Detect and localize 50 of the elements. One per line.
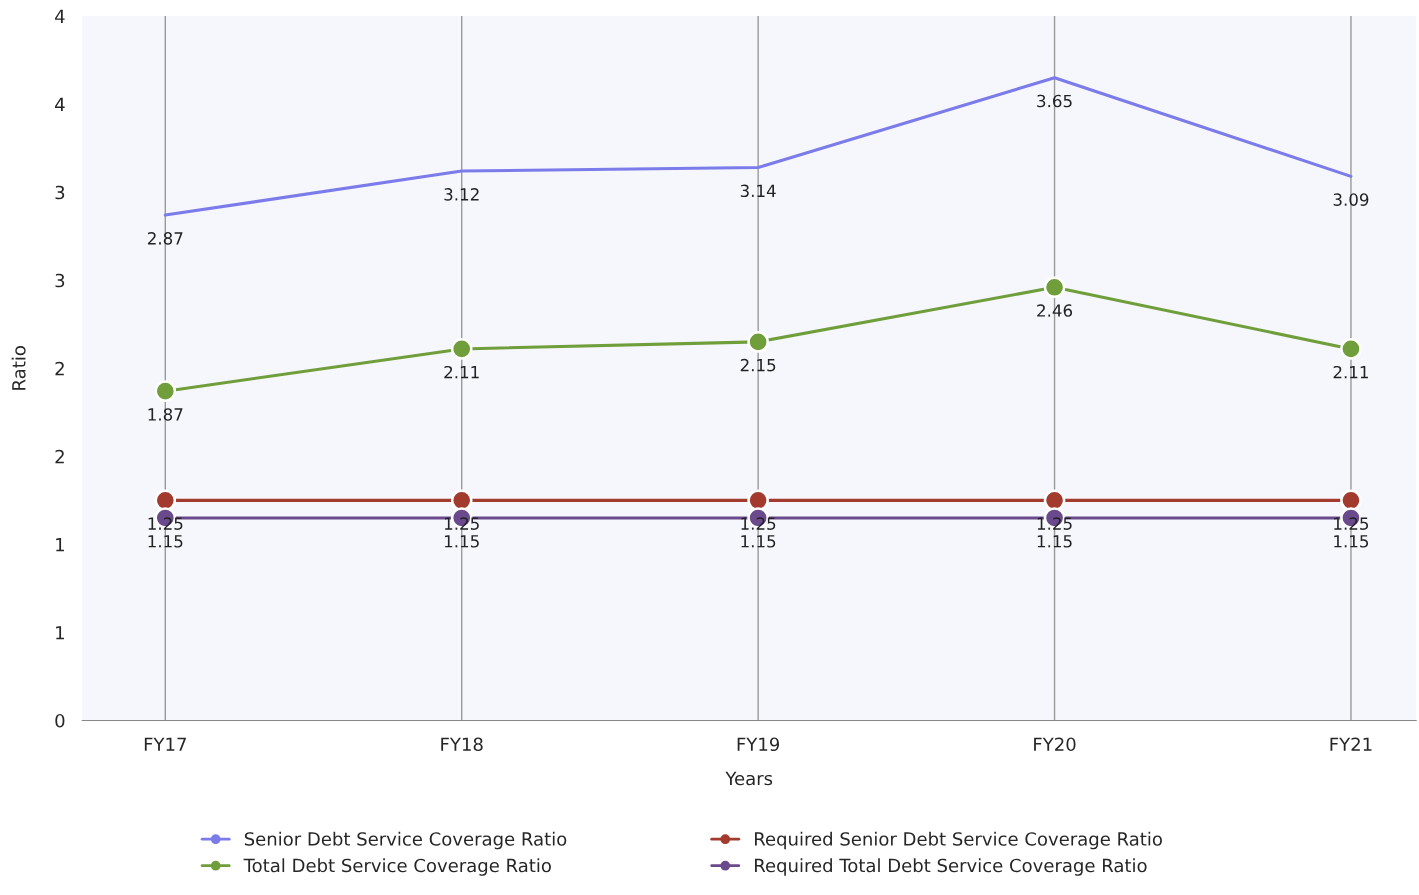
data-label: 1.15 [444, 535, 479, 548]
point [1340, 489, 1362, 512]
point [1043, 489, 1066, 512]
legend-label: Required Total Debt Service Coverage Ratio [755, 858, 1147, 876]
point [1043, 276, 1066, 299]
y-tick-label: 2 [55, 449, 64, 464]
data-label: 1.25 [1334, 517, 1369, 530]
y-tick-label: 2 [55, 361, 64, 376]
legend-label: Total Debt Service Coverage Ratio [243, 858, 551, 876]
y-tick-label: 1 [56, 626, 64, 640]
data-label: 2.11 [444, 365, 479, 379]
data-label: 2.15 [740, 358, 776, 372]
point [450, 489, 473, 512]
data-label: 2.46 [1037, 304, 1073, 317]
y-tick-label: 4 [55, 9, 65, 23]
x-tick-label: FY18 [441, 737, 483, 752]
data-label: 1.87 [148, 408, 183, 421]
data-label: 1.25 [741, 517, 776, 530]
y-axis-title: Ratio [11, 346, 26, 390]
data-label: 1.15 [1037, 535, 1072, 548]
point [154, 380, 177, 403]
y-tick-label: 1 [56, 538, 64, 552]
data-label: 1.25 [148, 517, 183, 530]
data-label: 2.87 [147, 232, 183, 245]
y-tick-label: 0 [55, 713, 65, 728]
data-label: 1.15 [148, 535, 183, 548]
legend-label: Required Senior Debt Service Coverage Ratio [755, 831, 1162, 850]
y-tick-label: 3 [55, 185, 65, 200]
point [450, 338, 473, 360]
x-tick-label: FY19 [737, 737, 780, 752]
data-label: 1.25 [444, 517, 479, 530]
x-axis-title: Years [725, 771, 773, 786]
point [154, 489, 177, 512]
data-label: 3.12 [444, 188, 479, 201]
y-tick-label: 3 [55, 273, 65, 288]
data-label: 1.25 [1037, 517, 1072, 530]
point [747, 489, 769, 512]
point [747, 331, 769, 353]
x-tick-label: FY20 [1034, 737, 1076, 752]
data-label: 1.15 [741, 535, 776, 548]
x-tick-label: FY17 [144, 737, 186, 751]
point [1340, 338, 1362, 360]
data-label: 2.11 [1333, 365, 1368, 379]
data-label: 3.65 [1037, 94, 1072, 108]
legend-label: Senior Debt Service Coverage Ratio [244, 831, 567, 850]
data-label: 1.15 [1334, 535, 1369, 548]
x-tick-label: FY21 [1330, 737, 1372, 751]
data-label: 3.14 [740, 184, 776, 198]
data-label: 3.09 [1333, 193, 1369, 206]
y-tick-label: 4 [55, 97, 65, 112]
